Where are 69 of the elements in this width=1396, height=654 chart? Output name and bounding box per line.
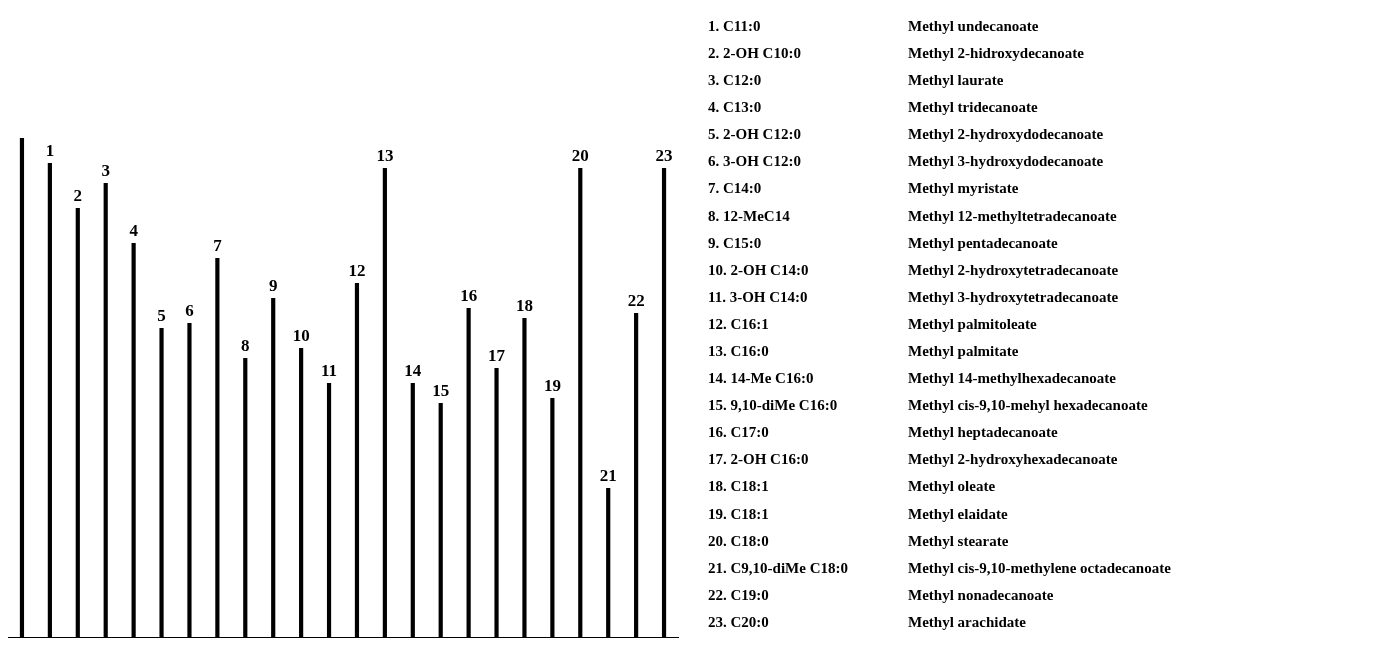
text: Methyl cis-9,10-methylene octadecanoate [908, 559, 1172, 578]
text: 1. C11:0 [708, 18, 762, 36]
text: 23. C20:0 [708, 613, 770, 632]
x-tick-label: 3 [101, 160, 110, 180]
text: Methyl palmitate [908, 342, 1020, 361]
x-tick-label: 11 [321, 360, 338, 380]
x-tick-label: 4 [129, 220, 139, 240]
text: 13. C16:0 [708, 342, 770, 361]
text: Methyl heptadecanoate [908, 424, 1059, 443]
text: 14. 14-Me C16:0 [708, 370, 815, 389]
text: Methyl elaidate [908, 505, 1009, 524]
text: Methyl 3-hydroxytetradecanoate [908, 288, 1120, 307]
x-tick-label: 23 [655, 145, 673, 165]
text: Methyl pentadecanoate [908, 234, 1059, 253]
x-tick-label: 17 [488, 345, 506, 365]
text: Methyl 2-hidroxydecanoate [908, 45, 1085, 64]
text: Methyl tridecanoate [908, 99, 1039, 118]
x-tick-label: 2 [73, 185, 83, 205]
text: 12. C16:1 [708, 315, 770, 334]
x-tick-label: 21 [599, 465, 617, 485]
x-tick-label: 18 [515, 295, 533, 315]
x-tick-label: 22 [627, 290, 645, 310]
text: 15. 9,10-diMe C16:0 [708, 397, 839, 416]
text: Methyl nonadecanoate [908, 586, 1055, 605]
text: Methyl myristate [908, 180, 1020, 199]
text: 7. C14:0 [708, 180, 763, 199]
x-tick-label: 7 [213, 235, 223, 255]
text: Methyl 2-hydroxytetradecanoate [908, 261, 1120, 280]
x-tick-label: 10 [292, 325, 310, 345]
text: Methyl undecanoate [908, 18, 1040, 36]
text: 3. C12:0 [708, 72, 763, 91]
text: Methyl 14-methylhexadecanoate [908, 370, 1117, 389]
x-tick-label: 20 [571, 145, 589, 165]
x-tick-label: 8 [241, 335, 250, 355]
text: Methyl palmitoleate [908, 315, 1038, 334]
text: 10. 2-OH C14:0 [708, 261, 810, 280]
text: 22. C19:0 [708, 586, 770, 605]
text: Methyl stearate [908, 532, 1010, 551]
x-tick-label: 1 [45, 140, 55, 160]
text: 9. C15:0 [708, 234, 763, 253]
text: Methyl 2-hydroxyhexadecanoate [908, 451, 1119, 470]
x-tick-label: 16 [460, 285, 478, 305]
text: 5. 2-OH C12:0 [708, 126, 802, 145]
x-tick-label: 13 [376, 145, 394, 165]
text: 19. C18:1 [708, 505, 770, 524]
x-tick-label: 5 [157, 305, 166, 325]
x-tick-label: 12 [348, 260, 366, 280]
text: Methyl arachidate [908, 613, 1027, 632]
text: 8. 12-MeC14 [708, 207, 791, 226]
x-tick-label: 9 [268, 275, 278, 295]
text: Methyl cis-9,10-mehyl hexadecanoate [908, 397, 1149, 416]
x-tick-label: 15 [432, 380, 450, 400]
text: Methyl 3-hydroxydodecanoate [908, 153, 1105, 172]
x-tick-label: 14 [404, 360, 422, 380]
text: Methyl oleate [908, 478, 997, 497]
text: Methyl laurate [908, 72, 1005, 91]
x-tick-label: 19 [543, 375, 561, 395]
text: 17. 2-OH C16:0 [708, 451, 810, 470]
text: 18. C18:1 [708, 478, 770, 497]
text: 2. 2-OH C10:0 [708, 45, 802, 64]
text: 21. C9,10-diMe C18:0 [708, 559, 849, 578]
text: 11. 3-OH C14:0 [708, 288, 809, 307]
text: 20. C18:0 [708, 532, 770, 551]
text: Methyl 2-hydroxydodecanoate [908, 126, 1105, 145]
text: 4. C13:0 [708, 99, 763, 118]
text: Methyl 12-methyltetradecanoate [908, 207, 1118, 226]
text: 16. C17:0 [708, 424, 770, 443]
text: 6. 3-OH C12:0 [708, 153, 802, 172]
x-tick-label: 6 [185, 300, 194, 320]
